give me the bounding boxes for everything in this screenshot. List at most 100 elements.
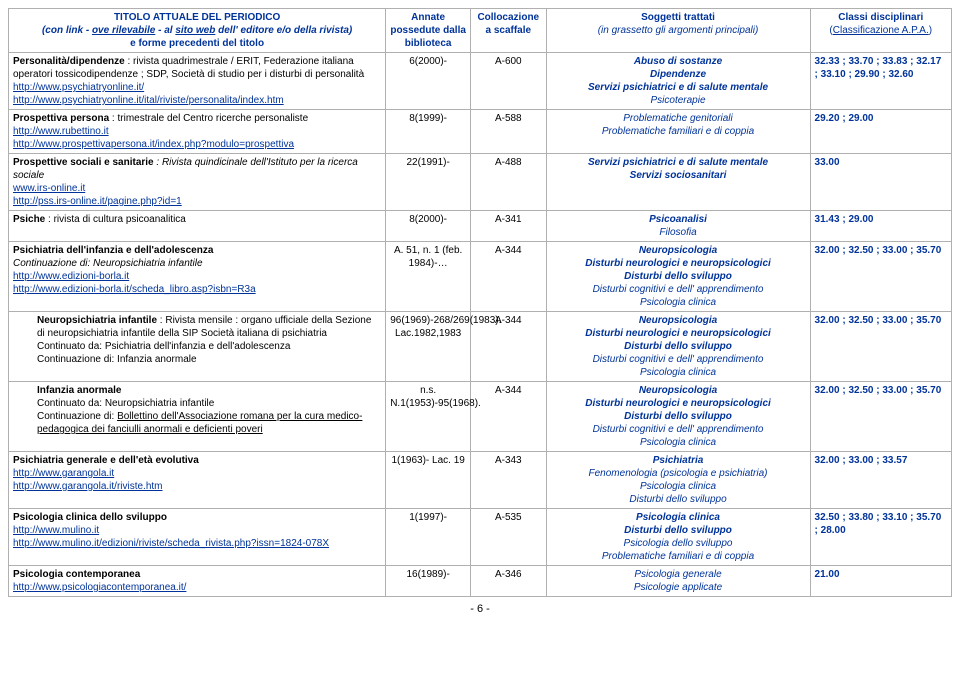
cell-sogg: Psicologia clinicaDisturbi dello svilupp…: [546, 509, 810, 566]
cell-sogg: Problematiche genitoriali Problematiche f…: [546, 110, 810, 154]
table-row: Prospettiva persona : trimestrale del Ce…: [9, 110, 952, 154]
subject: Disturbi dello sviluppo: [624, 341, 732, 352]
title-link[interactable]: http://pss.irs-online.it/pagine.php?id=1: [13, 196, 182, 207]
title-sub: Continuazione di: Infanzia anormale: [37, 354, 197, 365]
subject: Disturbi cognitivi e dell' apprendimento: [593, 424, 764, 435]
table-row: Neuropsichiatria infantile : Rivista men…: [9, 312, 952, 382]
subject: Disturbi neurologici e neuropsicologici: [585, 398, 771, 409]
table-row: Psichiatria generale e dell'età evolutiv…: [9, 452, 952, 509]
page-number: - 6 -: [8, 603, 952, 615]
title-link[interactable]: www.irs-online.it: [13, 183, 85, 194]
cell-title: Prospettive sociali e sanitarie : Rivist…: [9, 154, 386, 211]
title-bold: Psichiatria dell'infanzia e dell'adolesc…: [13, 245, 213, 256]
title-link[interactable]: http://www.mulino.it: [13, 525, 99, 536]
header-title: TITOLO ATTUALE DEL PERIODICO (con link -…: [9, 9, 386, 53]
table-row: Psicologia contemporanea http://www.psico…: [9, 566, 952, 597]
cell-coll: A-346: [471, 566, 546, 597]
cell-coll: A-343: [471, 452, 546, 509]
subject: Filosofia: [659, 227, 696, 238]
cell-annate: n.s. N.1(1953)-95(1968).: [386, 382, 471, 452]
subject: Psicologie applicate: [634, 582, 722, 593]
title-bold: Psicologia contemporanea: [13, 569, 140, 580]
subject: Servizi sociosanitari: [630, 170, 727, 181]
header-coll: Collocazione a scaffale: [471, 9, 546, 53]
header-row: TITOLO ATTUALE DEL PERIODICO (con link -…: [9, 9, 952, 53]
cell-coll: A-588: [471, 110, 546, 154]
title-link[interactable]: http://www.mulino.it/edizioni/riviste/sc…: [13, 538, 329, 549]
cell-title: Personalità/dipendenze : rivista quadrim…: [9, 53, 386, 110]
header-sogg: Soggetti trattati (in grassetto gli argo…: [546, 9, 810, 53]
subject: Neuropsicologia: [639, 315, 717, 326]
subject: Disturbi neurologici e neuropsicologici: [585, 258, 771, 269]
title-sub: Continuato da: Neuropsichiatria infantil…: [37, 398, 214, 409]
title-bold: Psicologia clinica dello sviluppo: [13, 512, 167, 523]
cell-title: Psiche : rivista di cultura psicoanaliti…: [9, 211, 386, 242]
subject: Servizi psichiatrici e di salute mentale: [588, 82, 768, 93]
subject: Problematiche familiari e di coppia: [602, 126, 754, 137]
cell-annate: A. 51, n. 1 (feb. 1984)-…: [386, 242, 471, 312]
cell-title: Neuropsichiatria infantile : Rivista men…: [9, 312, 386, 382]
subject: Problematiche genitoriali: [623, 113, 733, 124]
table-row: Personalità/dipendenze : rivista quadrim…: [9, 53, 952, 110]
subject: Disturbi cognitivi e dell' apprendimento: [593, 354, 764, 365]
table-row: Psicologia clinica dello sviluppo http://…: [9, 509, 952, 566]
cell-coll: A-600: [471, 53, 546, 110]
cell-title: Psichiatria dell'infanzia e dell'adolesc…: [9, 242, 386, 312]
cell-sogg: Abuso di sostanze Dipendenze Servizi psich…: [546, 53, 810, 110]
title-sub: Continuazione di: Bollettino dell'Associ…: [37, 411, 362, 435]
title-bold: Psichiatria generale e dell'età evolutiv…: [13, 455, 199, 466]
cell-title: Prospettiva persona : trimestrale del Ce…: [9, 110, 386, 154]
cell-sogg: NeuropsicologiaDisturbi neurologici e ne…: [546, 242, 810, 312]
table-row: Psiche : rivista di cultura psicoanaliti…: [9, 211, 952, 242]
subject: Abuso di sostanze: [634, 56, 722, 67]
title-bold: Prospettive sociali e sanitarie: [13, 157, 154, 168]
title-link[interactable]: http://www.psychiatryonline.it/ital/rivi…: [13, 95, 284, 106]
subject: Disturbi dello sviluppo: [624, 411, 732, 422]
cell-title: Infanzia anormaleContinuato da: Neuropsi…: [9, 382, 386, 452]
title-sub: Continuazione di: Neuropsichiatria infan…: [13, 258, 203, 269]
cell-coll: A-488: [471, 154, 546, 211]
cell-classi: 32.00 ; 33.00 ; 33.57: [810, 452, 951, 509]
subject: Disturbi dello sviluppo: [629, 494, 726, 505]
cell-classi: 32.50 ; 33.80 ; 33.10 ; 35.70 ; 28.00: [810, 509, 951, 566]
title-sub: Continuato da: Psichiatria dell'infanzia…: [37, 341, 290, 352]
cell-classi: 31.43 ; 29.00: [810, 211, 951, 242]
title-link[interactable]: http://www.prospettivapersona.it/index.p…: [13, 139, 294, 150]
subject: Psicologia generale: [634, 569, 721, 580]
title-link[interactable]: http://www.psychiatryonline.it/: [13, 82, 144, 93]
table-body: Personalità/dipendenze : rivista quadrim…: [9, 53, 952, 597]
subject: Psicoanalisi: [649, 214, 707, 225]
cell-sogg: Neuropsicologia Disturbi neurologici e ne…: [546, 312, 810, 382]
cell-coll: A-341: [471, 211, 546, 242]
title-link[interactable]: http://www.rubettino.it: [13, 126, 109, 137]
subject: Psicologia dello sviluppo: [624, 538, 733, 549]
title-bold: Personalità/dipendenze: [13, 56, 125, 67]
cell-annate: 22(1991)-: [386, 154, 471, 211]
cell-annate: 8(2000)-: [386, 211, 471, 242]
cell-annate: 96(1969)-268/269(1983). Lac.1982,1983: [386, 312, 471, 382]
cell-sogg: Psicoanalisi Filosofia: [546, 211, 810, 242]
title-link[interactable]: http://www.edizioni-borla.it/scheda_libr…: [13, 284, 256, 295]
cell-annate: 1(1997)-: [386, 509, 471, 566]
subject: Disturbi neurologici e neuropsicologici: [585, 328, 771, 339]
cell-annate: 16(1989)-: [386, 566, 471, 597]
subject: Dipendenze: [650, 69, 706, 80]
cell-annate: 6(2000)-: [386, 53, 471, 110]
title-bold: Neuropsichiatria infantile: [37, 315, 157, 326]
cell-annate: 8(1999)-: [386, 110, 471, 154]
cell-sogg: NeuropsicologiaDisturbi neurologici e ne…: [546, 382, 810, 452]
table-row: Psichiatria dell'infanzia e dell'adolesc…: [9, 242, 952, 312]
title-link[interactable]: http://www.psicologiacontemporanea.it/: [13, 582, 186, 593]
cell-classi: 29.20 ; 29.00: [810, 110, 951, 154]
cell-classi: 32.00 ; 32.50 ; 33.00 ; 35.70: [810, 242, 951, 312]
title-link[interactable]: http://www.garangola.it/riviste.htm: [13, 481, 163, 492]
cell-classi: 33.00: [810, 154, 951, 211]
cell-coll: A-535: [471, 509, 546, 566]
subject: Psicologia clinica: [640, 437, 716, 448]
title-link[interactable]: http://www.garangola.it: [13, 468, 114, 479]
title-link[interactable]: http://www.edizioni-borla.it: [13, 271, 129, 282]
cell-title: Psicologia contemporanea http://www.psico…: [9, 566, 386, 597]
cell-annate: 1(1963)- Lac. 19: [386, 452, 471, 509]
cell-classi: 32.00 ; 32.50 ; 33.00 ; 35.70: [810, 382, 951, 452]
subject: Psichiatria: [653, 455, 704, 466]
